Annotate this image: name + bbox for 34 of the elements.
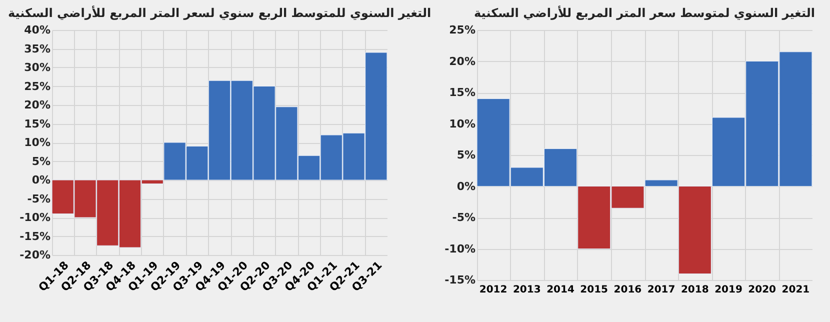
- y-tick-label: -5%: [27, 192, 50, 206]
- y-tick-label: -10%: [20, 211, 50, 224]
- x-tick-label: 2018: [680, 284, 709, 296]
- y-tick-label: 5%: [32, 154, 50, 168]
- chart-title: التغير السنوي للمتوسط الربع سنوي لسعر المتر المربع للأراضي السكنية: [8, 5, 432, 20]
- x-tick-label: 2012: [479, 284, 508, 296]
- y-tick-label: -15%: [444, 274, 476, 286]
- y-tick-label: 20%: [24, 98, 50, 112]
- y-tick-label: -15%: [20, 230, 50, 243]
- x-tick-label: 2014: [546, 284, 574, 296]
- y-tick-label: 0%: [456, 180, 476, 193]
- y-tick-label: -5%: [452, 211, 476, 224]
- y-tick-label: 5%: [456, 148, 476, 162]
- x-tick-label: 2016: [614, 284, 642, 296]
- y-tick-label: 10%: [449, 117, 476, 130]
- x-tick-label: 2021: [782, 284, 810, 296]
- x-tick-label: 2013: [512, 284, 541, 296]
- x-tick-label: 2020: [748, 284, 776, 296]
- y-tick-label: 20%: [449, 54, 476, 68]
- y-tick-label: 25%: [449, 24, 476, 36]
- y-tick-label: 10%: [24, 136, 50, 149]
- y-tick-label: 40%: [24, 24, 50, 36]
- y-tick-label: -10%: [444, 242, 476, 256]
- y-tick-label: 35%: [24, 42, 50, 56]
- y-tick-label: -20%: [20, 248, 50, 262]
- y-tick-label: 30%: [24, 61, 50, 74]
- y-tick-label: 15%: [449, 86, 476, 99]
- y-tick-label: 0%: [32, 174, 50, 186]
- chart-title: التغير السنوي لمتوسط سعر المتر المربع للأراضي السكنية: [474, 5, 815, 20]
- x-tick-label: 2017: [647, 284, 676, 296]
- x-tick-label: 2015: [580, 284, 608, 296]
- y-tick-label: 25%: [24, 80, 50, 93]
- y-tick-label: 15%: [24, 117, 50, 130]
- x-tick-label: 2019: [714, 284, 742, 296]
